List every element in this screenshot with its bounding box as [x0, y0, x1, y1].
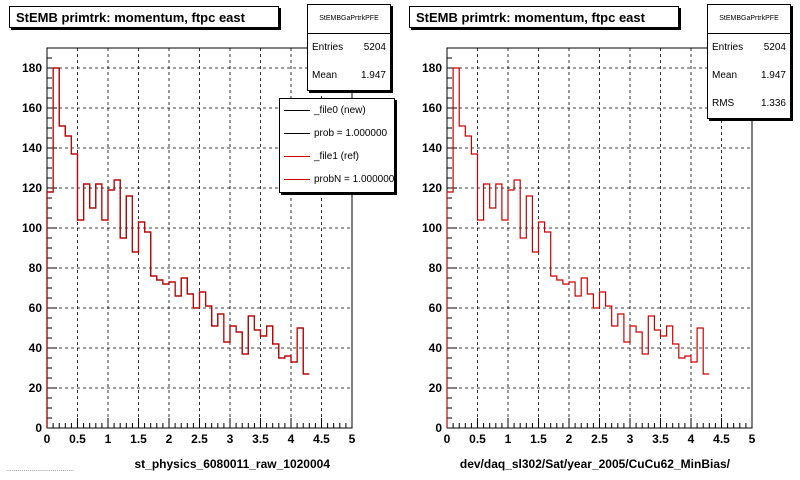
- x-tick-label: 1: [505, 432, 512, 446]
- legend-line-prob: [284, 133, 310, 134]
- y-tick-label: 0: [435, 421, 442, 435]
- x-tick-label: 2.5: [591, 432, 608, 446]
- legend-entry-prob: prob = 1.000000: [280, 122, 394, 145]
- x-tick-label: 0.5: [469, 432, 486, 446]
- left-stats-box: StEMBGaPrtrkPFE Entries 5204 Mean 1.947: [307, 4, 391, 91]
- x-tick-label: 4.5: [313, 432, 330, 446]
- left-stats-entries-value: 5204: [363, 42, 386, 53]
- left-stats-mean-value: 1.947: [360, 70, 386, 81]
- left-panel: 0 0.5 1 1.5 2 2.5 3 3.5 4 4.5 5 0 20 40 60 80 100 120 140 1…: [9, 4, 395, 471]
- x-tick-label: 0: [44, 432, 51, 446]
- legend-line-file0: [284, 110, 310, 111]
- legend-line-file1: [284, 156, 310, 157]
- left-legend: _file0 (new) prob = 1.000000 _file1 (ref…: [279, 98, 395, 193]
- x-axis-label: st_physics_6080011_raw_1020004: [134, 457, 330, 471]
- right-chart-title: StEMB primtrk: momentum, ftpc east: [409, 6, 679, 28]
- x-tick-label: 3.5: [252, 432, 269, 446]
- footnote-text: ...................................: [6, 466, 75, 473]
- y-tick-label: 180: [422, 61, 442, 75]
- left-stats-mean-label: Mean: [312, 70, 338, 81]
- right-panel: 0 0.5 1 1.5 2 2.5 3 3.5 4 4.5 5 0 20 40 60 80 100 120 140 1…: [400, 0, 800, 480]
- right-stats-box: StEMBGaPrtrkPFE Entries 5204 Mean 1.947 …: [707, 4, 791, 119]
- y-tick-label: 100: [22, 221, 42, 235]
- x-tick-label: 4.5: [713, 432, 730, 446]
- right-histogram-plot: 0 0.5 1 1.5 2 2.5 3 3.5 4 4.5 5 0 20 40 60 80 100 120 140 1…: [422, 47, 756, 471]
- right-stats-mean-row: Mean 1.947: [708, 62, 790, 90]
- y-tick-label: 120: [22, 181, 42, 195]
- y-tick-label: 40: [29, 341, 43, 355]
- x-tick-label: 0: [444, 432, 451, 446]
- y-tick-label: 140: [22, 141, 42, 155]
- right-stats-rms-label: RMS: [712, 98, 735, 109]
- y-tick-label: 0: [35, 421, 42, 435]
- x-tick-label: 2: [566, 432, 573, 446]
- right-stats-entries-value: 5204: [763, 42, 786, 53]
- x-tick-label: 3.5: [652, 432, 669, 446]
- histogram-series-1: [446, 67, 710, 428]
- left-stats-name: StEMBGaPrtrkPFE: [308, 5, 390, 34]
- y-tick-label: 100: [422, 221, 442, 235]
- left-stats-mean-row: Mean 1.947: [308, 62, 390, 90]
- left-stats-entries-label: Entries: [312, 42, 344, 53]
- legend-label-file1: _file1 (ref): [314, 151, 360, 162]
- x-tick-label: 5: [749, 432, 756, 446]
- y-tick-label: 60: [429, 301, 443, 315]
- legend-label-probn: probN = 1.000000: [314, 174, 395, 185]
- right-stats-mean-label: Mean: [712, 70, 738, 81]
- y-tick-label: 160: [22, 101, 42, 115]
- histogram-series-2: [46, 67, 310, 428]
- y-tick-label: 20: [29, 381, 43, 395]
- y-tick-label: 160: [422, 101, 442, 115]
- legend-line-probn: [284, 179, 310, 180]
- x-tick-label: 1.5: [130, 432, 147, 446]
- right-stats-entries-label: Entries: [712, 42, 744, 53]
- right-stats-entries-row: Entries 5204: [708, 34, 790, 62]
- x-tick-label: 5: [349, 432, 356, 446]
- x-tick-label: 4: [688, 432, 695, 446]
- legend-label-file0: _file0 (new): [314, 105, 366, 116]
- y-tick-label: 140: [422, 141, 442, 155]
- legend-entry-file0: _file0 (new): [280, 99, 394, 122]
- histogram-series-1: [46, 67, 310, 428]
- x-tick-label: 2: [166, 432, 173, 446]
- legend-entry-file1: _file1 (ref): [280, 145, 394, 168]
- left-stats-entries-row: Entries 5204: [308, 34, 390, 62]
- x-tick-label: 1: [105, 432, 112, 446]
- left-chart-title: StEMB primtrk: momentum, ftpc east: [9, 6, 279, 28]
- x-tick-label: 0.5: [69, 432, 86, 446]
- x-axis-label: dev/daq_sl302/Sat/year_2005/CuCu62_MinBi…: [460, 457, 731, 471]
- y-tick-label: 180: [22, 61, 42, 75]
- y-tick-label: 60: [29, 301, 43, 315]
- y-tick-label: 80: [29, 261, 43, 275]
- right-stats-name: StEMBGaPrtrkPFE: [708, 5, 790, 34]
- x-tick-label: 4: [288, 432, 295, 446]
- x-tick-label: 3: [627, 432, 634, 446]
- y-tick-label: 80: [429, 261, 443, 275]
- legend-entry-probn: probN = 1.000000: [280, 168, 394, 191]
- x-tick-label: 1.5: [530, 432, 547, 446]
- x-tick-label: 2.5: [191, 432, 208, 446]
- right-stats-rms-value: 1.336: [760, 98, 786, 109]
- y-tick-label: 20: [429, 381, 443, 395]
- y-tick-label: 40: [429, 341, 443, 355]
- y-tick-label: 120: [422, 181, 442, 195]
- right-stats-mean-value: 1.947: [760, 70, 786, 81]
- right-stats-rms-row: RMS 1.336: [708, 90, 790, 118]
- left-histogram-plot: 0 0.5 1 1.5 2 2.5 3 3.5 4 4.5 5 0 20 40 60 80 100 120 140 1…: [22, 47, 356, 471]
- legend-label-prob: prob = 1.000000: [314, 128, 388, 139]
- x-tick-label: 3: [227, 432, 234, 446]
